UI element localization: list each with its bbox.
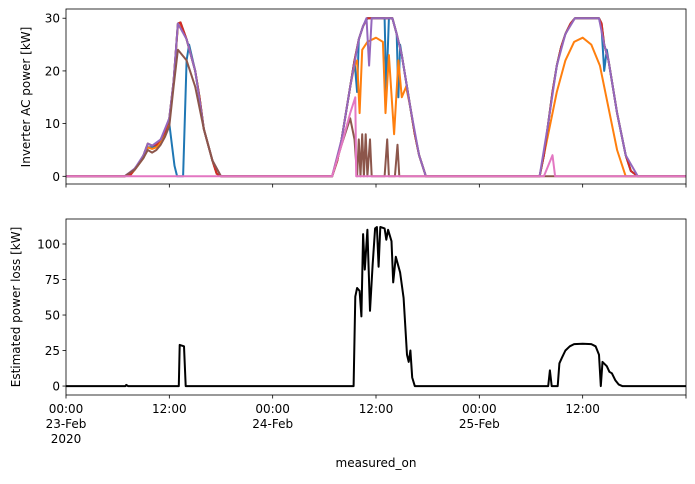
x-tick-label: 00:00	[462, 402, 497, 416]
series-lines	[66, 17, 686, 178]
series-line-inverter-6	[66, 48, 686, 178]
axes-frame	[65, 8, 687, 185]
series-line-inverter-3	[66, 17, 686, 178]
x-tick-label: 00:00	[49, 402, 84, 416]
x-tick-label: 00:00	[255, 402, 290, 416]
series-line-inverter-1	[66, 17, 686, 178]
series-line-inverter-2	[66, 23, 686, 178]
y-tick-label: 0	[52, 380, 60, 394]
series-line-power-loss	[66, 226, 686, 388]
x-tick-label: 12:00	[152, 402, 187, 416]
series-lines	[66, 226, 686, 388]
x-tick-label: 23-Feb	[46, 417, 87, 431]
x-tick-label: 24-Feb	[252, 417, 293, 431]
y-tick-label: 0	[52, 170, 60, 184]
y-tick-label: 50	[45, 309, 60, 323]
x-axis-label: measured_on	[336, 456, 417, 470]
y-tick-label: 30	[45, 12, 60, 26]
x-tick-label: 2020	[51, 432, 82, 446]
series-line-inverter-5	[66, 17, 686, 178]
y-tick-label: 100	[37, 238, 60, 252]
x-tick-label: 25-Feb	[459, 417, 500, 431]
top-y-axis-label: Inverter AC power [kW]	[19, 27, 33, 168]
y-tick-label: 75	[45, 273, 60, 287]
top-axes-inverter-power: 0 10 20 30	[45, 8, 687, 188]
axes-frame	[65, 218, 687, 396]
bottom-y-axis-label: Estimated power loss [kW]	[9, 227, 23, 388]
x-tick-label: 12:00	[359, 402, 394, 416]
y-tick-label: 10	[45, 117, 60, 131]
y-tick-label: 20	[45, 64, 60, 78]
x-tick-label: 12:00	[565, 402, 600, 416]
series-line-inverter-7	[66, 96, 686, 178]
series-line-inverter-4	[66, 17, 686, 178]
y-tick-label: 25	[45, 344, 60, 358]
